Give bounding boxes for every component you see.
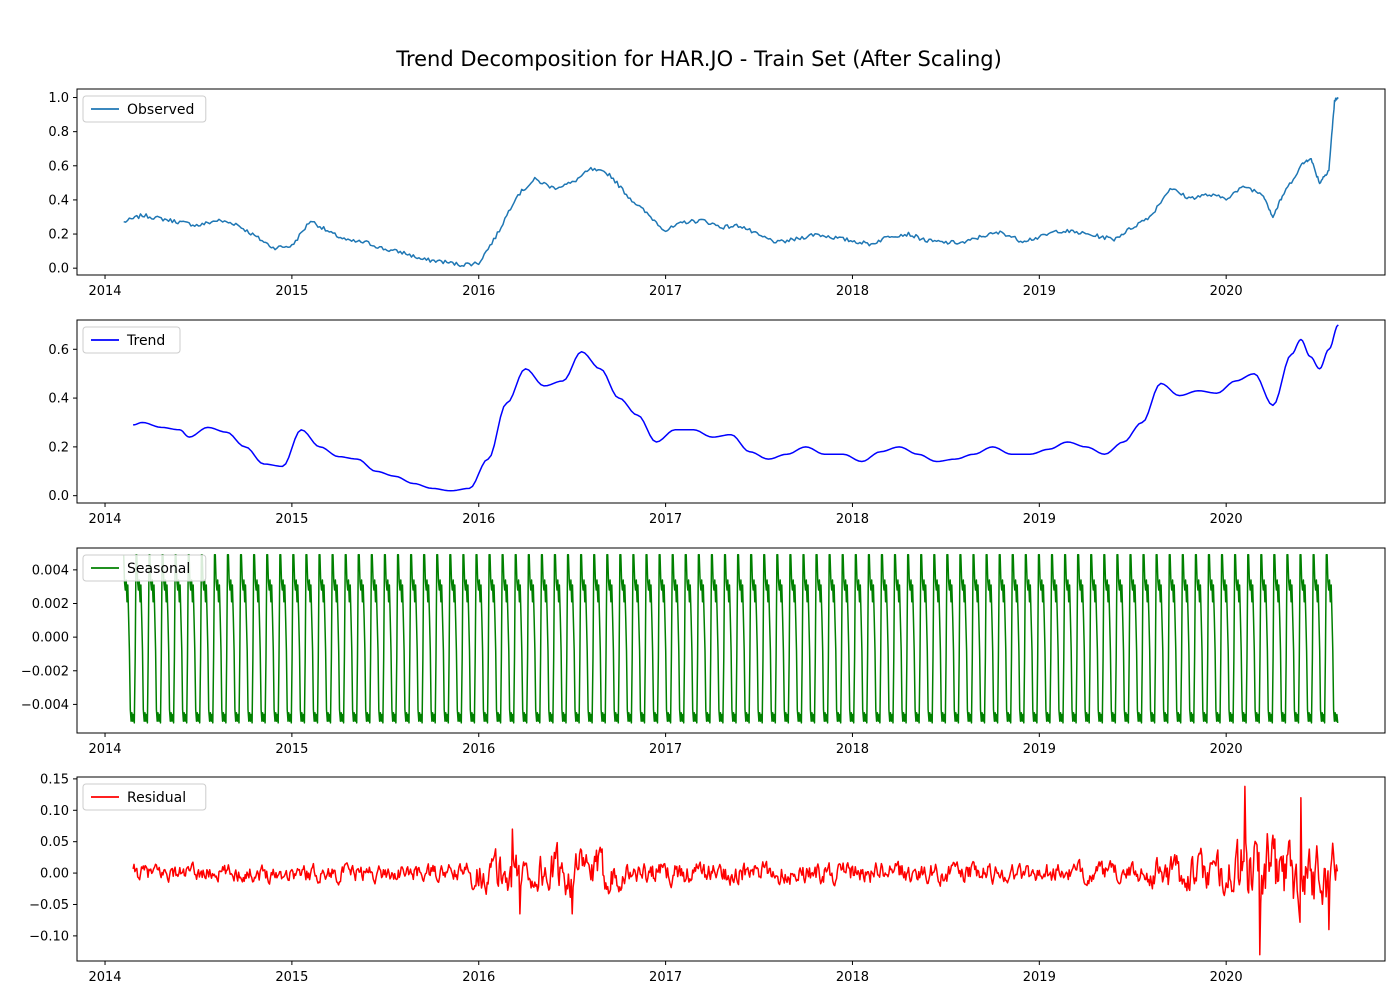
residual-axes-frame [76,776,1386,962]
seasonal-legend-box [82,554,207,582]
trend-panel: 2014 2015 2016 2017 2018 2019 2020 0.0 0.2 0.4 0.6… [48,319,1386,527]
observed-legend-label: Observed [127,102,194,118]
seasonal-x-tick-label: 2014 [88,742,121,757]
observed-y-tick-label: 0.8 [48,125,69,140]
trend-y-tick-label: 0.4 [48,392,69,407]
observed-y-tick-label: 0.0 [48,262,69,277]
observed-x-tick-label: 2017 [649,284,682,299]
residual-legend-box [82,783,207,811]
observed-x-tick-label: 2015 [275,284,308,299]
trend-legend-box [82,326,181,354]
seasonal-axes-frame [76,547,1386,734]
residual-y-tick-label: 0.00 [40,867,69,882]
residual-x-tick-label: 2014 [88,970,121,985]
observed-y-tick-label: 1.0 [48,91,69,106]
seasonal-panel: 2014 2015 2016 2017 2018 2019 2020 0.004 0.002 0.… [21,547,1386,757]
seasonal-x-tick-label: 2016 [462,742,495,757]
residual-x-tick-label: 2015 [275,970,308,985]
seasonal-x-tick-label: 2020 [1210,742,1243,757]
residual-x-tick-label: 2017 [649,970,682,985]
observed-legend-box [82,95,207,123]
residual-series-line [132,785,1339,956]
observed-x-tick-label: 2016 [462,284,495,299]
observed-y-tick-label: 0.2 [48,228,69,243]
observed-x-tick-label: 2018 [836,284,869,299]
observed-x-tick-label: 2014 [88,284,121,299]
seasonal-x-tick-label: 2015 [275,742,308,757]
trend-x-tick-label: 2018 [836,512,869,527]
residual-legend: Residual [82,783,207,811]
observed-x-tick-label: 2019 [1023,284,1056,299]
trend-x-tick-label: 2014 [88,512,121,527]
seasonal-y-tick-label: −0.002 [21,664,69,679]
observed-y-tick-label: 0.4 [48,193,69,208]
seasonal-series-line [122,553,1339,724]
residual-x-tick-label: 2018 [836,970,869,985]
trend-legend-label: Trend [126,333,165,349]
trend-axes-frame [76,319,1386,504]
trend-x-tick-label: 2016 [462,512,495,527]
trend-legend: Trend [82,326,181,354]
observed-legend: Observed [82,95,207,123]
residual-y-tick-label: 0.10 [40,804,69,819]
trend-y-tick-label: 0.0 [48,489,69,504]
seasonal-y-tick-label: −0.004 [21,698,69,713]
seasonal-y-tick-label: 0.000 [32,631,69,646]
observed-x-tick-label: 2020 [1210,284,1243,299]
trend-x-tick-label: 2017 [649,512,682,527]
figure-title: Trend Decomposition for HAR.JO - Train S… [395,47,1002,71]
seasonal-legend: Seasonal [82,554,207,582]
observed-axes-frame [76,88,1386,276]
residual-y-tick-label: 0.05 [40,835,69,850]
seasonal-y-tick-label: 0.004 [32,563,69,578]
trend-y-tick-label: 0.6 [48,343,69,358]
residual-x-tick-label: 2016 [462,970,495,985]
trend-y-tick-label: 0.2 [48,440,69,455]
residual-x-tick-label: 2020 [1210,970,1243,985]
trend-x-tick-label: 2019 [1023,512,1056,527]
observed-panel: 2014 2015 2016 2017 2018 2019 2020 0.0 0.2 0.4 0.6… [48,88,1386,299]
trend-series-line [133,324,1339,492]
seasonal-x-tick-label: 2018 [836,742,869,757]
residual-x-tick-label: 2019 [1023,970,1056,985]
observed-y-tick-label: 0.6 [48,159,69,174]
residual-y-tick-label: −0.10 [29,929,69,944]
panels: 2014 2015 2016 2017 2018 2019 2020 0.0 0.2 0.4 0.6… [21,88,1386,985]
seasonal-x-tick-label: 2017 [649,742,682,757]
residual-y-tick-label: 0.15 [40,772,69,787]
seasonal-x-tick-label: 2019 [1023,742,1056,757]
seasonal-legend-label: Seasonal [127,561,190,577]
seasonal-y-tick-label: 0.002 [32,597,69,612]
trend-x-tick-label: 2015 [275,512,308,527]
residual-panel: 2014 2015 2016 2017 2018 2019 2020 0.15 0.10 0.05… [29,772,1386,985]
trend-x-tick-label: 2020 [1210,512,1243,527]
residual-legend-label: Residual [127,790,186,806]
observed-series-line [123,96,1339,268]
residual-y-tick-label: −0.05 [29,898,69,913]
